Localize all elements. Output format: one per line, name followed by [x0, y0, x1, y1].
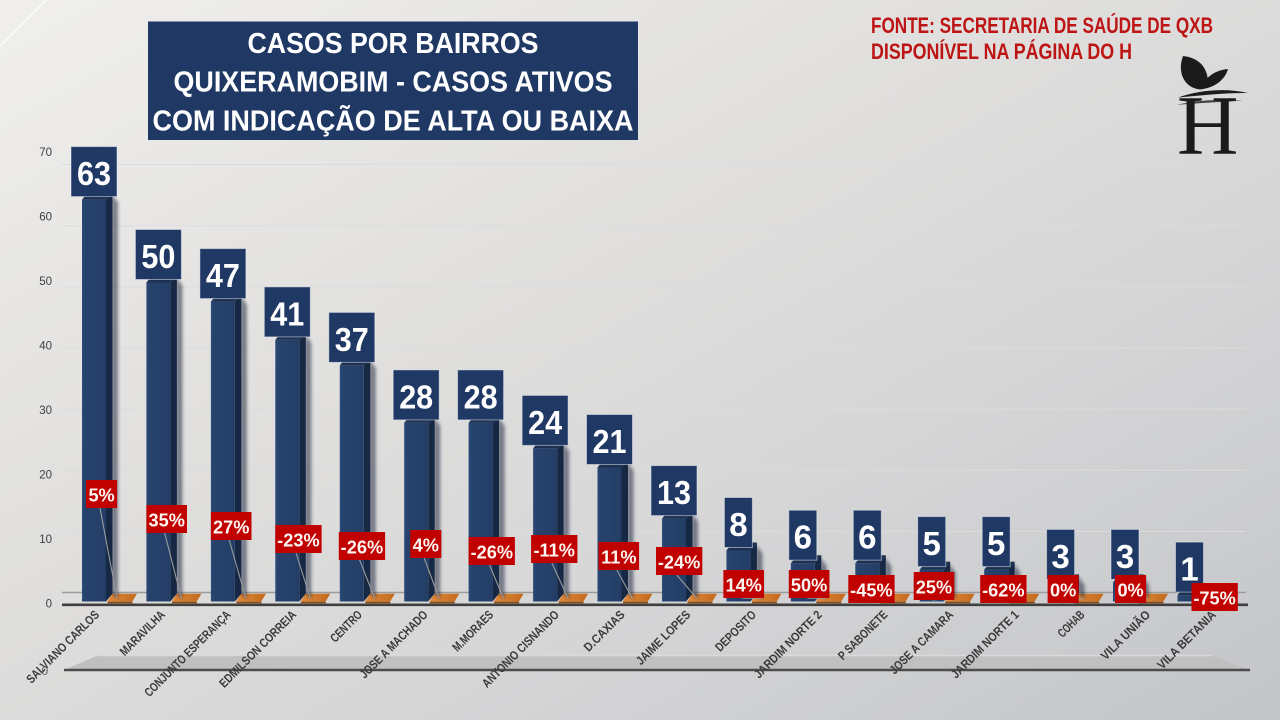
svg-text:-23%: -23%: [277, 531, 319, 551]
svg-text:5: 5: [923, 525, 941, 562]
svg-text:0%: 0%: [1050, 581, 1076, 601]
svg-text:41: 41: [270, 295, 304, 332]
svg-text:47: 47: [206, 257, 240, 294]
svg-text:CASOS POR BAIRROS: CASOS POR BAIRROS: [248, 28, 539, 60]
svg-text:3: 3: [1116, 538, 1134, 575]
svg-text:-11%: -11%: [533, 541, 574, 561]
svg-text:-24%: -24%: [658, 553, 700, 573]
svg-text:H: H: [1177, 79, 1238, 173]
svg-text:63: 63: [77, 155, 111, 192]
svg-text:0%: 0%: [1117, 581, 1143, 601]
svg-text:70: 70: [39, 147, 52, 159]
svg-text:3: 3: [1051, 538, 1069, 575]
svg-text:-75%: -75%: [1193, 589, 1235, 609]
svg-text:0: 0: [46, 598, 52, 610]
svg-text:FONTE: SECRETARIA DE SAÚDE: FONTE: SECRETARIA DE SAÚDE DE QXB: [871, 13, 1213, 38]
svg-text:COM INDICAÇÃO DE ALTA OU BAIXA: COM INDICAÇÃO DE ALTA OU BAIXA: [153, 104, 634, 138]
svg-text:21: 21: [593, 423, 627, 460]
svg-text:-62%: -62%: [982, 581, 1024, 601]
svg-text:50: 50: [141, 238, 175, 275]
svg-text:28: 28: [464, 378, 498, 415]
svg-text:30: 30: [39, 405, 52, 417]
svg-text:60: 60: [39, 212, 52, 224]
svg-text:20: 20: [39, 469, 52, 481]
svg-text:-45%: -45%: [850, 581, 892, 601]
svg-text:QUIXERAMOBIM - CASOS ATIVOS: QUIXERAMOBIM - CASOS ATIVOS: [174, 67, 613, 99]
svg-text:6: 6: [794, 519, 812, 556]
svg-text:-26%: -26%: [471, 543, 513, 563]
svg-text:14%: 14%: [725, 576, 761, 596]
svg-text:37: 37: [335, 321, 369, 358]
svg-text:DISPONÍVEL NA PÁGINA DO H: DISPONÍVEL NA PÁGINA DO H: [871, 39, 1132, 64]
svg-text:4%: 4%: [413, 536, 439, 556]
svg-text:24: 24: [528, 404, 563, 441]
svg-text:13: 13: [657, 474, 691, 511]
svg-text:28: 28: [399, 378, 433, 415]
svg-text:5%: 5%: [88, 486, 114, 506]
svg-text:0: 0: [42, 664, 49, 678]
svg-text:5: 5: [987, 525, 1005, 562]
svg-text:35%: 35%: [148, 511, 184, 531]
svg-text:25%: 25%: [916, 578, 952, 598]
svg-text:50%: 50%: [791, 576, 827, 596]
svg-text:40: 40: [39, 340, 52, 352]
svg-text:6: 6: [858, 519, 876, 556]
svg-text:10: 10: [39, 534, 52, 546]
svg-text:8: 8: [729, 506, 747, 543]
svg-text:-26%: -26%: [341, 538, 383, 558]
svg-text:1: 1: [1180, 551, 1198, 588]
svg-text:11%: 11%: [601, 548, 636, 568]
svg-text:27%: 27%: [213, 518, 249, 538]
svg-text:50: 50: [39, 276, 52, 288]
